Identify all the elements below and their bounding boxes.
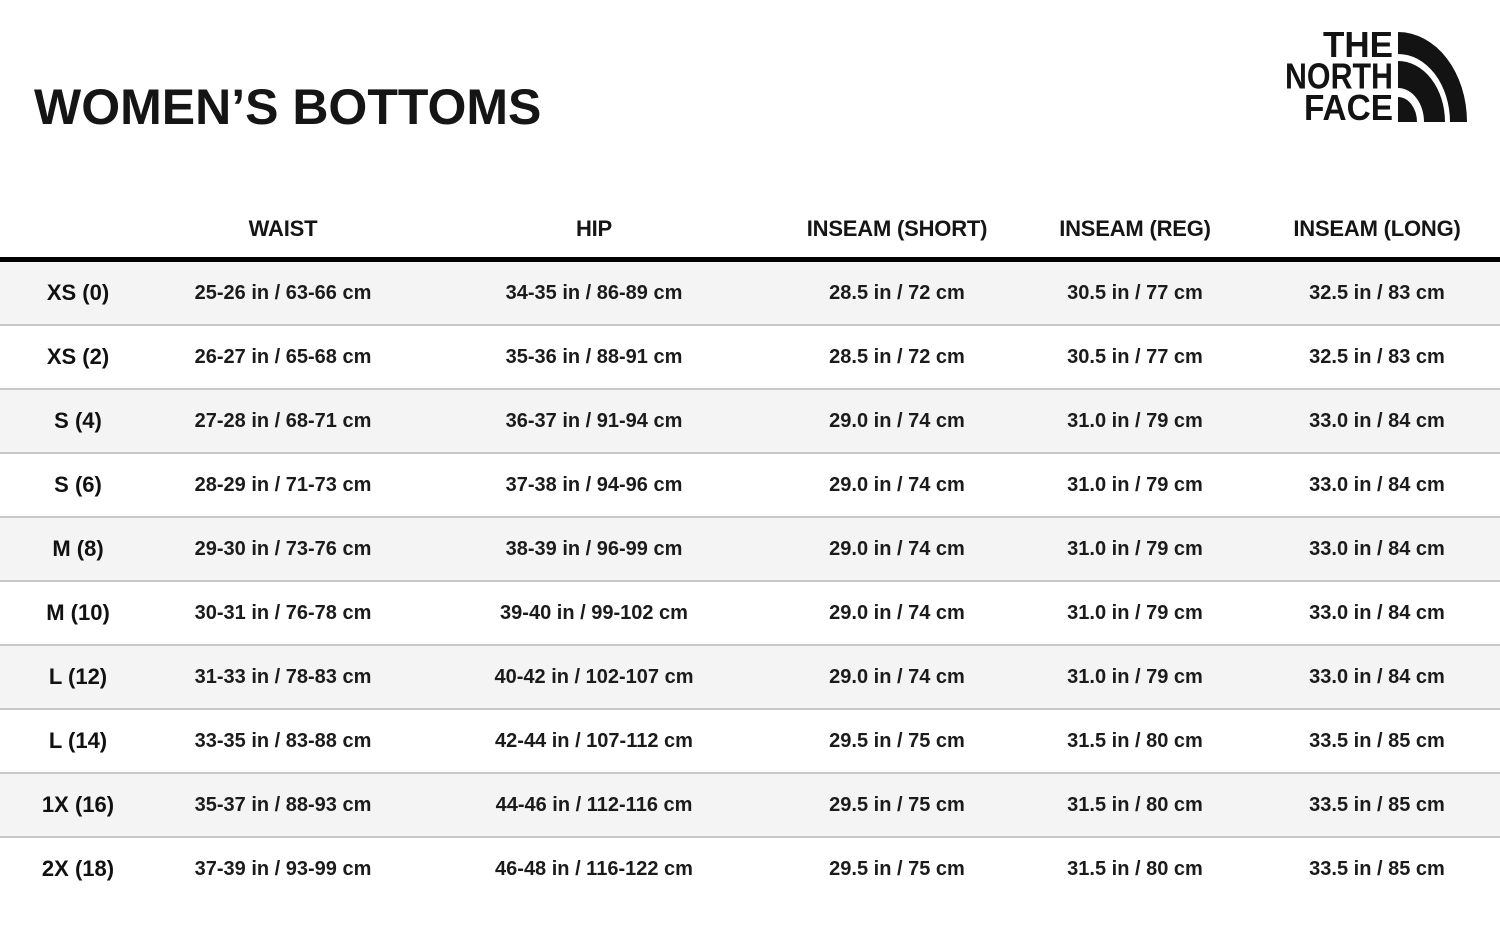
cell-waist: 28-29 in / 71-73 cm: [194, 473, 372, 496]
cell-inseam-short: 29.0 in / 74 cm: [829, 473, 965, 496]
cell-inseam-long: 33.0 in / 84 cm: [1309, 537, 1445, 560]
cell-inseam-long: 32.5 in / 83 cm: [1309, 345, 1445, 368]
table-row: XS (0) 25-26 in / 63-66 cm 34-35 in / 86…: [0, 259, 1500, 325]
column-header-waist: WAIST: [156, 200, 410, 262]
cell-inseam-reg: 31.5 in / 80 cm: [1067, 857, 1203, 880]
cell-inseam-long: 33.0 in / 84 cm: [1309, 409, 1445, 432]
cell-waist: 27-28 in / 68-71 cm: [194, 409, 372, 432]
table-row: XS (2) 26-27 in / 65-68 cm 35-36 in / 88…: [0, 325, 1500, 389]
cell-inseam-short: 29.0 in / 74 cm: [829, 665, 965, 688]
cell-inseam-reg: 31.0 in / 79 cm: [1067, 665, 1203, 688]
the-north-face-logo: THE NORTH FACE: [1285, 30, 1467, 128]
cell-waist: 26-27 in / 65-68 cm: [194, 345, 372, 368]
cell-inseam-short: 29.0 in / 74 cm: [829, 601, 965, 624]
column-header-size: [0, 200, 156, 262]
cell-inseam-short: 29.0 in / 74 cm: [829, 409, 965, 432]
page-title: WOMEN’S BOTTOMS: [34, 79, 542, 135]
cell-waist: 30-31 in / 76-78 cm: [194, 601, 372, 624]
cell-hip: 46-48 in / 116-122 cm: [495, 857, 693, 880]
cell-hip: 34-35 in / 86-89 cm: [505, 281, 683, 304]
logo-line-north: NORTH: [1285, 56, 1393, 97]
cell-inseam-reg: 31.0 in / 79 cm: [1067, 473, 1203, 496]
cell-hip: 37-38 in / 94-96 cm: [505, 473, 683, 496]
cell-inseam-long: 32.5 in / 83 cm: [1309, 281, 1445, 304]
table-row: S (4) 27-28 in / 68-71 cm 36-37 in / 91-…: [0, 389, 1500, 453]
half-dome-icon: [1398, 32, 1467, 122]
cell-size: L (14): [48, 728, 108, 753]
cell-waist: 37-39 in / 93-99 cm: [194, 857, 372, 880]
cell-inseam-reg: 31.0 in / 79 cm: [1067, 601, 1203, 624]
table-row: M (10) 30-31 in / 76-78 cm 39-40 in / 99…: [0, 581, 1500, 645]
cell-inseam-long: 33.0 in / 84 cm: [1309, 473, 1445, 496]
column-header-hip: HIP: [410, 200, 778, 262]
cell-inseam-long: 33.5 in / 85 cm: [1309, 857, 1445, 880]
cell-hip: 40-42 in / 102-107 cm: [494, 665, 694, 688]
cell-size: M (10): [46, 600, 110, 625]
cell-waist: 31-33 in / 78-83 cm: [194, 665, 372, 688]
cell-inseam-long: 33.0 in / 84 cm: [1309, 601, 1445, 624]
table-row: L (12) 31-33 in / 78-83 cm 40-42 in / 10…: [0, 645, 1500, 709]
logo-line-face: FACE: [1304, 87, 1393, 128]
brand-logo: THE NORTH FACE: [1283, 30, 1473, 130]
cell-inseam-short: 29.5 in / 75 cm: [829, 729, 965, 752]
cell-inseam-long: 33.5 in / 85 cm: [1309, 729, 1445, 752]
cell-inseam-reg: 31.5 in / 80 cm: [1067, 793, 1203, 816]
cell-waist: 35-37 in / 88-93 cm: [194, 793, 372, 816]
cell-inseam-long: 33.0 in / 84 cm: [1309, 665, 1445, 688]
column-header-inseam-short: INSEAM (SHORT): [778, 200, 1016, 262]
cell-inseam-reg: 31.0 in / 79 cm: [1067, 537, 1203, 560]
cell-hip: 39-40 in / 99-102 cm: [500, 601, 688, 624]
cell-size: S (4): [54, 408, 102, 433]
table-row: S (6) 28-29 in / 71-73 cm 37-38 in / 94-…: [0, 453, 1500, 517]
cell-size: L (12): [48, 664, 108, 689]
logo-line-the: THE: [1323, 30, 1393, 65]
table-row: 1X (16) 35-37 in / 88-93 cm 44-46 in / 1…: [0, 773, 1500, 837]
cell-inseam-reg: 30.5 in / 77 cm: [1067, 345, 1203, 368]
cell-size: XS (2): [46, 344, 110, 369]
cell-inseam-short: 28.5 in / 72 cm: [829, 345, 965, 368]
cell-hip: 36-37 in / 91-94 cm: [505, 409, 683, 432]
table-row: L (14) 33-35 in / 83-88 cm 42-44 in / 10…: [0, 709, 1500, 773]
size-table: WAIST HIP INSEAM (SHORT) INSEAM (REG) IN…: [0, 200, 1500, 900]
cell-inseam-short: 28.5 in / 72 cm: [829, 281, 965, 304]
cell-inseam-short: 29.5 in / 75 cm: [829, 857, 965, 880]
column-header-inseam-reg: INSEAM (REG): [1016, 200, 1254, 262]
table-row: 2X (18) 37-39 in / 93-99 cm 46-48 in / 1…: [0, 837, 1500, 900]
cell-inseam-short: 29.5 in / 75 cm: [829, 793, 965, 816]
cell-inseam-long: 33.5 in / 85 cm: [1309, 793, 1445, 816]
cell-waist: 25-26 in / 63-66 cm: [194, 281, 372, 304]
table-row: M (8) 29-30 in / 73-76 cm 38-39 in / 96-…: [0, 517, 1500, 581]
cell-inseam-reg: 30.5 in / 77 cm: [1067, 281, 1203, 304]
cell-size: 1X (16): [41, 792, 115, 817]
column-header-inseam-long: INSEAM (LONG): [1254, 200, 1500, 262]
cell-hip: 42-44 in / 107-112 cm: [495, 729, 693, 752]
cell-inseam-reg: 31.0 in / 79 cm: [1067, 409, 1203, 432]
cell-hip: 44-46 in / 112-116 cm: [495, 793, 693, 816]
cell-size: M (8): [52, 536, 104, 561]
cell-inseam-reg: 31.5 in / 80 cm: [1067, 729, 1203, 752]
cell-hip: 38-39 in / 96-99 cm: [505, 537, 683, 560]
cell-size: S (6): [54, 472, 102, 497]
cell-waist: 33-35 in / 83-88 cm: [194, 729, 372, 752]
cell-size: XS (0): [46, 280, 110, 305]
cell-size: 2X (18): [41, 856, 115, 881]
cell-waist: 29-30 in / 73-76 cm: [194, 537, 372, 560]
table-header-row: WAIST HIP INSEAM (SHORT) INSEAM (REG) IN…: [0, 200, 1500, 262]
cell-hip: 35-36 in / 88-91 cm: [505, 345, 683, 368]
cell-inseam-short: 29.0 in / 74 cm: [829, 537, 965, 560]
